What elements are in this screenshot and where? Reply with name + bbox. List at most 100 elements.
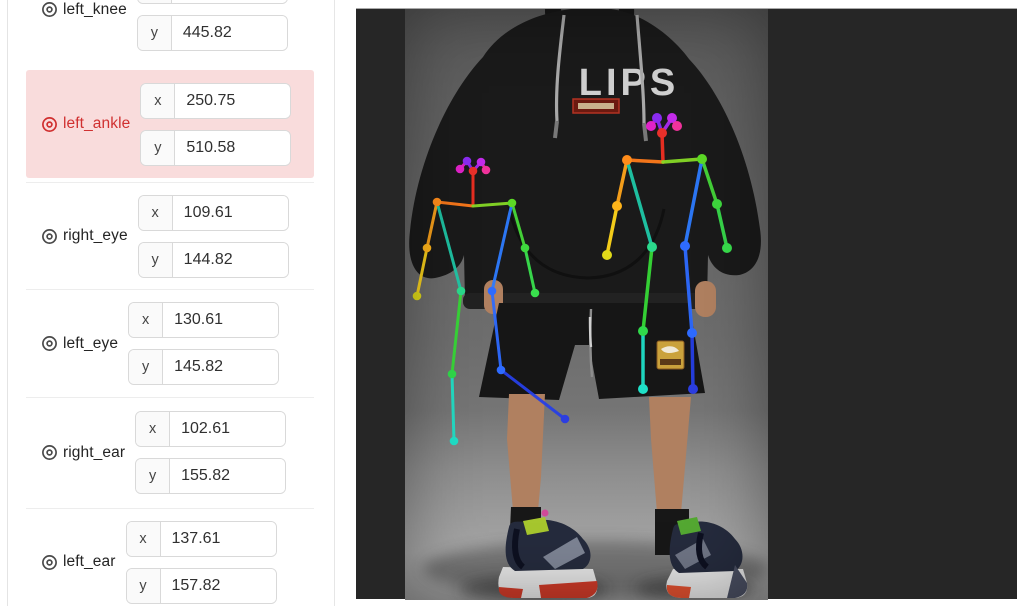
keypoint-x-input[interactable] xyxy=(170,412,286,446)
keypoint-dot-l_elb[interactable] xyxy=(520,243,530,253)
keypoint-dot-r_eye[interactable] xyxy=(652,113,662,123)
keypoint-dot-l_ear[interactable] xyxy=(672,121,682,131)
keypoint-dot-l_knee[interactable] xyxy=(687,328,697,338)
keypoint-x-input[interactable] xyxy=(160,521,276,556)
left-leg xyxy=(507,394,545,511)
visibility-eye-icon[interactable] xyxy=(41,116,58,133)
keypoint-label: right_ear xyxy=(63,443,126,461)
coordinate-inputs: xy xyxy=(128,302,280,385)
shorts-patch xyxy=(656,340,685,370)
visibility-eye-icon[interactable] xyxy=(41,335,58,352)
pose-skeleton-overlay[interactable] xyxy=(412,113,732,446)
y-input-group: y xyxy=(135,458,287,494)
keypoint-y-input[interactable] xyxy=(175,130,291,165)
x-input-group: x xyxy=(128,302,280,338)
keypoint-dot-l_ear[interactable] xyxy=(481,165,491,175)
keypoint-dot-l_wri[interactable] xyxy=(722,243,732,253)
keypoint-dot-r_hip[interactable] xyxy=(647,242,657,252)
keypoint-dot-l_wri[interactable] xyxy=(530,288,540,298)
coordinate-inputs: xy xyxy=(136,0,288,51)
keypoint-dot-r_sho[interactable] xyxy=(622,155,632,165)
x-addon-label: x xyxy=(129,303,164,337)
keypoint-x-input[interactable] xyxy=(175,83,291,118)
skeleton-right-large[interactable] xyxy=(602,113,732,394)
visibility-eye-icon[interactable] xyxy=(41,1,58,18)
x-input-group: x xyxy=(140,82,292,119)
keypoint-row-left_ear[interactable]: left_ear xy xyxy=(26,508,314,606)
coordinate-inputs: xy xyxy=(137,194,289,278)
keypoint-x-input[interactable] xyxy=(171,0,287,3)
keypoint-dot-r_knee[interactable] xyxy=(447,369,457,379)
y-addon-label: y xyxy=(141,130,176,165)
keypoint-dot-l_eye[interactable] xyxy=(476,157,486,167)
keypoint-row-right_ear[interactable]: right_ear xy xyxy=(26,397,314,508)
keypoint-dot-nose[interactable] xyxy=(468,166,478,176)
keypoint-row-left_knee[interactable]: left_kneexy xyxy=(26,0,314,63)
shorts xyxy=(479,303,705,400)
coordinate-inputs: xy xyxy=(125,520,277,604)
keypoint-row-right_eye[interactable]: right_eye xy xyxy=(26,182,314,290)
keypoint-row-left_eye[interactable]: left_eye xy xyxy=(26,290,314,397)
annotation-canvas[interactable]: LIPS xyxy=(356,8,1017,600)
keypoint-dot-r_wri[interactable] xyxy=(412,291,422,301)
keypoint-y-input[interactable] xyxy=(163,350,279,384)
y-input-group: y xyxy=(137,241,289,278)
drawstring-right-icon xyxy=(635,14,646,124)
sock-pink-dot xyxy=(541,509,549,517)
keypoint-dot-r_eye[interactable] xyxy=(462,156,472,166)
photo-area[interactable]: LIPS xyxy=(405,9,768,600)
drawstring-right-tip xyxy=(642,122,648,142)
keypoint-y-input[interactable] xyxy=(170,459,286,493)
coordinate-inputs: xy xyxy=(135,411,287,494)
y-input-group: y xyxy=(140,129,292,166)
chest-patch xyxy=(572,98,620,114)
keypoint-dot-r_knee[interactable] xyxy=(638,326,648,336)
keypoint-dot-l_sho[interactable] xyxy=(697,154,707,164)
y-addon-label: y xyxy=(126,568,161,603)
keypoint-y-input[interactable] xyxy=(171,16,287,50)
drawstring-left-tip xyxy=(553,120,559,139)
keypoint-dot-l_ank[interactable] xyxy=(688,384,698,394)
x-input-group: x xyxy=(125,520,277,557)
keypoint-row-left_ankle[interactable]: left_ankle xy xyxy=(26,70,314,178)
visibility-eye-icon[interactable] xyxy=(41,444,58,461)
keypoint-dot-r_sho[interactable] xyxy=(432,197,442,207)
y-addon-label: y xyxy=(129,350,164,384)
keypoint-label: left_ear xyxy=(63,553,116,570)
row-divider xyxy=(26,508,314,509)
chest-text: LIPS xyxy=(579,62,679,104)
visibility-eye-icon[interactable] xyxy=(41,554,58,571)
keypoint-dot-l_hip[interactable] xyxy=(487,286,497,296)
x-addon-label: x xyxy=(138,195,173,230)
keypoint-dot-r_ank[interactable] xyxy=(638,384,648,394)
keypoint-dot-l_hip[interactable] xyxy=(680,241,690,251)
keypoint-sidebar: left_kneexyleft_anklexyright_eyexyleft_e… xyxy=(7,0,335,606)
keypoint-dot-l_knee[interactable] xyxy=(496,365,506,375)
keypoint-dot-l_eye[interactable] xyxy=(667,113,677,123)
keypoint-dot-r_elb[interactable] xyxy=(612,201,622,211)
keypoint-dot-r_ank[interactable] xyxy=(449,436,459,446)
keypoint-dot-r_elb[interactable] xyxy=(422,243,432,253)
x-addon-label: x xyxy=(137,0,172,3)
keypoint-label: right_eye xyxy=(63,227,128,244)
keypoint-dot-r_hip[interactable] xyxy=(456,286,466,296)
x-addon-label: x xyxy=(141,83,176,118)
keypoint-dot-r_ear[interactable] xyxy=(646,121,656,131)
keypoint-x-input[interactable] xyxy=(172,195,288,230)
keypoint-dot-l_elb[interactable] xyxy=(712,199,722,209)
x-input-group: x xyxy=(136,0,288,4)
x-input-group: x xyxy=(135,411,287,447)
row-divider xyxy=(26,182,314,183)
keypoint-y-input[interactable] xyxy=(172,242,288,277)
right-leg xyxy=(649,397,691,513)
y-input-group: y xyxy=(128,349,280,385)
keypoint-y-input[interactable] xyxy=(160,568,276,603)
keypoint-dot-l_ank[interactable] xyxy=(560,414,570,424)
keypoint-dot-r_wri[interactable] xyxy=(602,250,612,260)
keypoint-dot-nose[interactable] xyxy=(657,128,667,138)
skeleton-left-small[interactable] xyxy=(412,156,570,446)
keypoint-dot-l_sho[interactable] xyxy=(507,198,517,208)
visibility-eye-icon[interactable] xyxy=(41,228,58,245)
keypoint-x-input[interactable] xyxy=(163,303,279,337)
keypoint-dot-r_ear[interactable] xyxy=(455,164,465,174)
